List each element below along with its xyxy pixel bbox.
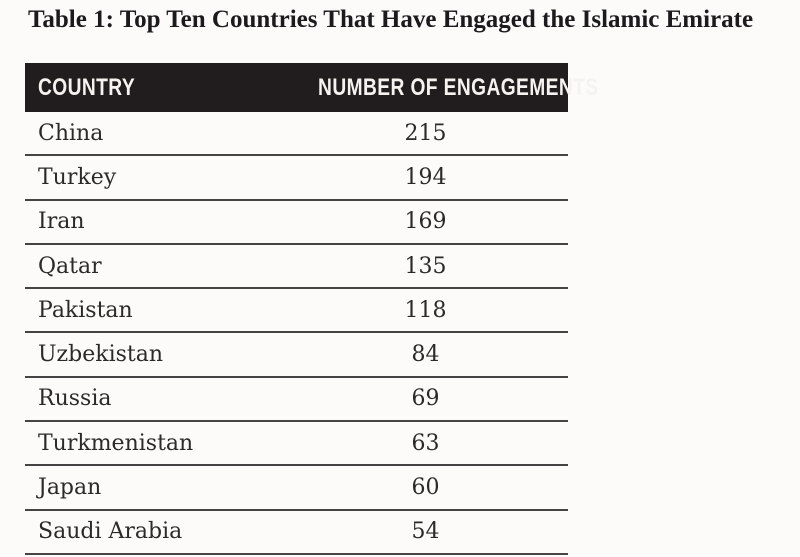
cell-country: China bbox=[38, 120, 104, 146]
cell-engagements: 194 bbox=[404, 164, 447, 190]
cell-country: Pakistan bbox=[38, 297, 133, 323]
column-header-country-label: COUNTRY bbox=[38, 73, 136, 101]
cell-engagements: 118 bbox=[404, 297, 447, 323]
table-row: Pakistan 118 bbox=[25, 289, 568, 334]
column-header-engagements: NUMBER OF ENGAGEMENTS bbox=[283, 74, 634, 102]
table-row: Qatar 135 bbox=[25, 245, 568, 290]
table-row: Saudi Arabia 54 bbox=[25, 511, 568, 555]
table-row: Russia 69 bbox=[25, 378, 568, 423]
cell-engagements: 63 bbox=[411, 430, 440, 456]
cell-country: Japan bbox=[38, 475, 102, 501]
table-row: Turkey 194 bbox=[25, 156, 568, 201]
table-row: Turkmenistan 63 bbox=[25, 422, 568, 467]
table-row: Japan 60 bbox=[25, 466, 568, 511]
page-title: Table 1: Top Ten Countries That Have Eng… bbox=[28, 6, 754, 33]
table-row: Iran 169 bbox=[25, 201, 568, 245]
cell-country: Turkmenistan bbox=[38, 430, 194, 456]
cell-country: Turkey bbox=[38, 164, 117, 190]
cell-engagements: 135 bbox=[404, 253, 447, 279]
cell-engagements: 169 bbox=[404, 209, 447, 235]
cell-engagements: 215 bbox=[404, 120, 447, 146]
cell-country: Saudi Arabia bbox=[38, 519, 183, 545]
table-row: China 215 bbox=[25, 112, 568, 157]
cell-country: Qatar bbox=[38, 253, 102, 279]
table-row: Uzbekistan 84 bbox=[25, 333, 568, 378]
cell-engagements: 69 bbox=[411, 386, 440, 412]
cell-engagements: 54 bbox=[411, 519, 440, 545]
column-header-country: COUNTRY bbox=[25, 74, 283, 102]
column-header-engagements-label: NUMBER OF ENGAGEMENTS bbox=[317, 73, 599, 101]
table-header-row: COUNTRY NUMBER OF ENGAGEMENTS bbox=[25, 63, 598, 112]
cell-engagements: 84 bbox=[411, 342, 440, 368]
cell-country: Iran bbox=[38, 209, 85, 235]
cell-country: Russia bbox=[38, 386, 112, 412]
cell-country: Uzbekistan bbox=[38, 342, 164, 368]
cell-engagements: 60 bbox=[411, 475, 440, 501]
engagements-table: COUNTRY NUMBER OF ENGAGEMENTS China 215 … bbox=[25, 63, 598, 555]
